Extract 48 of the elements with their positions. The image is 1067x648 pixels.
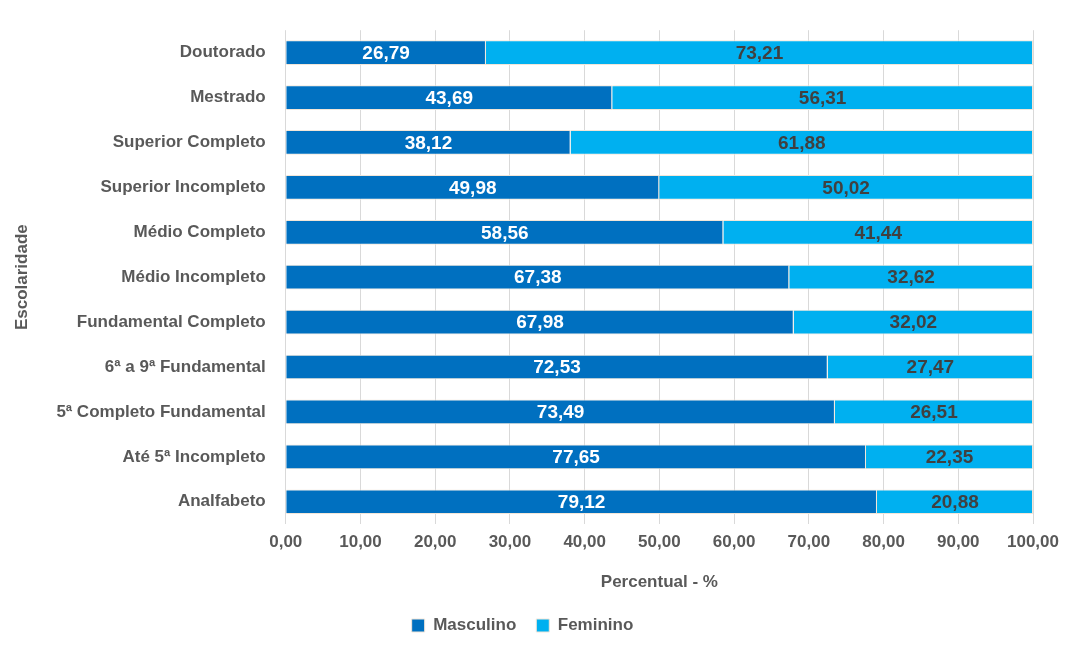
x-tick-label: 20,00: [413, 532, 457, 552]
data-label: 49,98: [448, 176, 497, 198]
data-label: 73,21: [735, 41, 784, 63]
data-label: 26,79: [362, 41, 410, 63]
x-tick-label: 60,00: [712, 532, 756, 552]
x-tick-label: 0,00: [269, 532, 303, 552]
x-tick-label: 90,00: [937, 532, 980, 552]
data-label: 27,47: [906, 356, 955, 378]
data-label: 73,49: [536, 401, 585, 423]
y-tick-label: Superior Incompleto: [100, 177, 266, 197]
y-tick-label: Doutorado: [179, 42, 266, 62]
y-tick-label: Analfabeto: [177, 491, 266, 511]
y-tick-label: 5ª Completo Fundamental: [56, 401, 266, 421]
x-tick-label: 70,00: [787, 532, 831, 552]
data-label: 67,38: [513, 266, 562, 288]
y-tick-label: Mestrado: [190, 87, 266, 107]
data-label: 43,69: [425, 86, 474, 108]
data-label: 67,98: [516, 311, 564, 333]
x-tick-label: 100,00: [1007, 532, 1059, 552]
data-label: 56,31: [798, 86, 847, 108]
y-axis-title: Escolaridade: [11, 224, 31, 331]
data-label: 26,51: [910, 401, 959, 423]
data-label: 22,35: [925, 446, 974, 468]
x-tick-label: 10,00: [339, 532, 382, 552]
y-tick-label: 6ª a 9ª Fundamental: [104, 356, 266, 376]
y-tick-label: Superior Completo: [112, 132, 266, 152]
x-tick-label: 80,00: [862, 532, 905, 552]
legend-label: Feminino: [557, 615, 634, 635]
data-label: 58,56: [481, 221, 529, 243]
data-label: 41,44: [854, 221, 903, 243]
x-axis-title: Percentual - %: [600, 572, 718, 592]
y-tick-label: Médio Completo: [133, 221, 266, 241]
legend-label: Masculino: [433, 615, 517, 635]
x-tick-label: 50,00: [638, 532, 681, 552]
data-label: 32,02: [889, 311, 938, 333]
data-label: 77,65: [552, 446, 601, 468]
data-label: 50,02: [822, 176, 870, 198]
data-label: 79,12: [557, 490, 606, 512]
x-tick-label: 40,00: [563, 532, 606, 552]
data-label: 61,88: [778, 131, 826, 153]
data-label: 38,12: [404, 131, 453, 153]
x-tick-label: 30,00: [488, 532, 532, 552]
y-tick-label: Fundamental Completo: [76, 311, 266, 331]
y-tick-label: Até 5ª Incompleto: [122, 446, 266, 466]
data-label: 20,88: [931, 490, 979, 512]
data-label: 32,62: [887, 266, 935, 288]
y-tick-label: Médio Incompleto: [121, 266, 266, 286]
data-label: 72,53: [533, 356, 581, 378]
